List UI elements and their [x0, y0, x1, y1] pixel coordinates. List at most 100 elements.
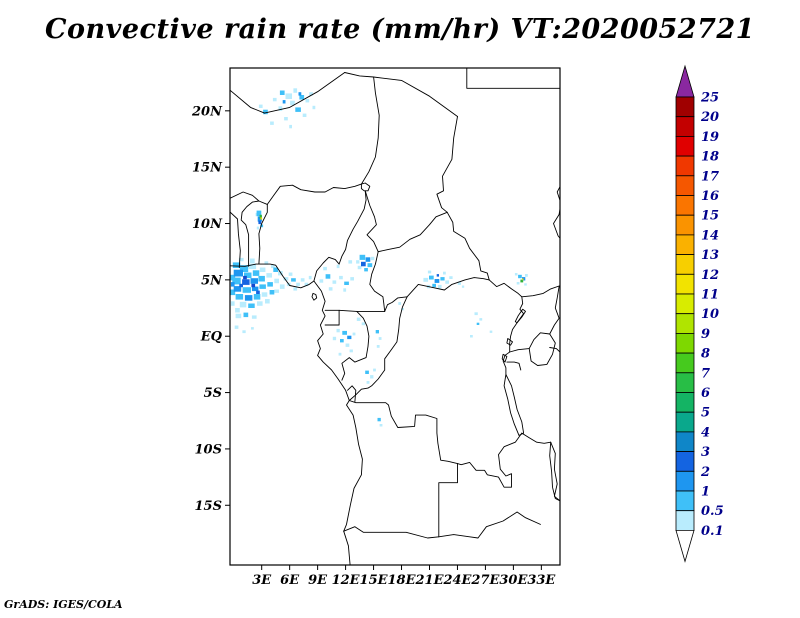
rain-cell — [440, 277, 445, 281]
rain-cell — [265, 299, 270, 304]
rain-cell — [258, 220, 262, 225]
rain-cell — [443, 271, 446, 275]
rain-cell — [248, 263, 257, 270]
rain-cell — [270, 121, 274, 125]
colorbar-box — [675, 431, 695, 452]
rain-cell — [263, 109, 268, 115]
rain-cell — [253, 294, 261, 300]
colorbar-tick-label: 4 — [701, 425, 710, 440]
rain-cell — [364, 268, 368, 272]
rain-cell — [238, 257, 244, 262]
rain-cell — [365, 257, 371, 262]
lat-tick-label: 15S — [195, 499, 222, 514]
rain-cell — [336, 328, 340, 333]
rain-cell — [259, 267, 266, 272]
rain-cell — [461, 285, 465, 288]
lat-tick-label: 15N — [192, 161, 223, 176]
border-line — [266, 183, 362, 205]
border-line — [550, 441, 560, 502]
border-line — [360, 76, 380, 185]
rain-cell — [373, 368, 376, 372]
rain-cell — [230, 301, 235, 306]
rain-cell — [279, 90, 285, 95]
rain-cell — [342, 330, 347, 335]
colorbar-box — [675, 411, 695, 433]
rain-cell — [516, 282, 520, 285]
rain-cell — [290, 100, 295, 106]
rain-cell — [476, 322, 480, 325]
border-line — [360, 182, 371, 192]
rain-cell — [445, 280, 449, 284]
colorbar-box — [675, 451, 695, 472]
colorbar-tick-label: 9 — [701, 327, 710, 342]
lon-tick-label: 27E — [470, 573, 500, 588]
border-line — [230, 211, 241, 268]
border-line — [521, 432, 552, 444]
lat-tick-label: 10S — [195, 442, 222, 457]
lon-tick-label: 24E — [442, 573, 472, 588]
rain-cell — [274, 289, 279, 293]
border-line — [324, 309, 340, 326]
rain-cell — [339, 275, 343, 280]
rain-cell — [356, 260, 360, 264]
rain-cell — [309, 92, 313, 96]
lat-tick-label: 10N — [192, 217, 223, 232]
colorbar-box — [675, 470, 695, 492]
border-line — [311, 292, 318, 301]
rain-cell — [259, 214, 262, 219]
colorbar-box — [675, 313, 695, 334]
border-line — [506, 361, 522, 371]
rain-cell — [489, 330, 493, 333]
rain-cell — [251, 286, 259, 292]
rain-cell — [379, 424, 383, 427]
rain-cell — [350, 277, 354, 281]
rain-cell — [239, 265, 249, 272]
rain-cell — [343, 288, 347, 292]
rain-cell — [244, 295, 253, 301]
colorbar-box — [675, 332, 695, 354]
border-line — [446, 211, 490, 281]
rain-cell — [269, 290, 275, 295]
border-line — [438, 511, 541, 539]
rain-cell — [336, 264, 340, 269]
rain-cell — [278, 106, 283, 111]
rain-cell — [273, 267, 278, 272]
border-line — [438, 463, 458, 538]
border-line — [344, 72, 458, 117]
rain-cell — [243, 312, 249, 318]
rain-cell — [328, 287, 333, 291]
rain-cell — [235, 308, 240, 313]
rain-cell — [359, 254, 366, 260]
rain-cell — [522, 277, 526, 281]
border-line — [341, 310, 370, 381]
border-line — [384, 296, 408, 312]
border-line — [528, 332, 556, 366]
rain-cell — [260, 217, 263, 220]
rain-cell — [378, 337, 382, 340]
border-line — [406, 277, 490, 298]
border-line — [553, 185, 560, 239]
rain-cell — [344, 281, 349, 285]
rain-cell — [434, 279, 440, 283]
lat-tick-label: 5N — [201, 273, 223, 288]
lon-tick-label: 9E — [308, 573, 328, 588]
border-line — [364, 190, 379, 253]
colorbar-tick-label: 25 — [700, 91, 719, 106]
colorbar-box — [675, 116, 695, 137]
rain-cell — [233, 286, 242, 292]
rain-cell — [244, 272, 252, 279]
colorbar-box — [675, 273, 695, 295]
rain-cell — [266, 273, 272, 278]
rain-cell — [365, 370, 369, 374]
rain-cell — [323, 266, 327, 271]
rain-cell — [520, 279, 524, 283]
rain-cell — [248, 303, 255, 308]
map-frame — [229, 67, 561, 566]
colorbar-tick-label: 15 — [701, 209, 719, 224]
rain-cell — [284, 117, 288, 121]
lon-tick-label: 15E — [360, 573, 389, 588]
border-line — [466, 68, 560, 89]
rain-cell — [312, 105, 316, 110]
rain-cell — [305, 99, 310, 103]
